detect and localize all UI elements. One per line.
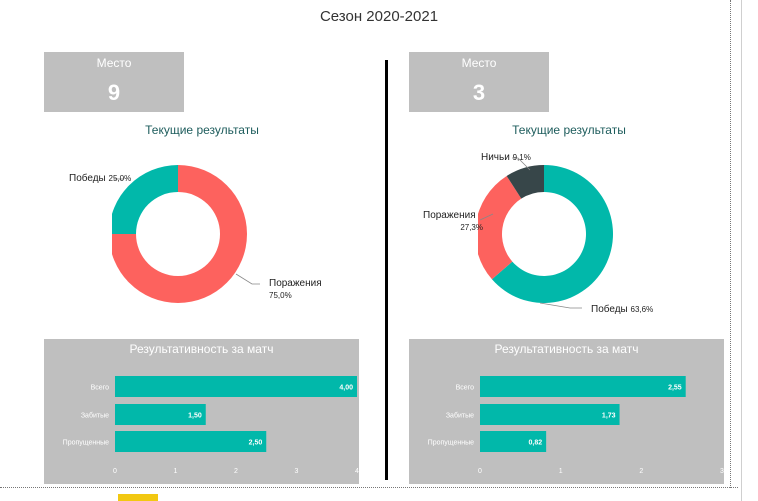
leader-line-right-2 bbox=[539, 302, 582, 309]
slice-name-losses-right: Поражения bbox=[423, 210, 476, 221]
bar-panel-left: Результативность за матч Всего 4,00 Забиты… bbox=[44, 339, 359, 484]
place-card-right: Место 3 bbox=[409, 52, 549, 112]
bar-category-left-1: Забитые bbox=[81, 412, 109, 420]
bar-left-1[interactable] bbox=[115, 404, 206, 425]
x-tick-left-3: 3 bbox=[295, 468, 299, 475]
donut-slice-right-2[interactable] bbox=[506, 165, 544, 199]
place-label-left: Место bbox=[96, 56, 132, 70]
place-value-right: 3 bbox=[472, 80, 486, 105]
x-tick-left-2: 2 bbox=[234, 468, 238, 475]
donut-title-right: Текущие результаты bbox=[512, 123, 626, 137]
donut-slice-left-0[interactable] bbox=[112, 165, 247, 303]
bar-right-1[interactable] bbox=[480, 404, 620, 425]
bar-right-2[interactable] bbox=[480, 431, 547, 452]
bar-category-left-0: Всего bbox=[91, 385, 109, 392]
bar-value-label-left-0: 4,00 bbox=[339, 385, 353, 392]
donut-slice-right-1[interactable] bbox=[478, 175, 522, 280]
donut-slice-left-1[interactable] bbox=[112, 165, 178, 234]
x-tick-left-4: 4 bbox=[355, 468, 359, 475]
place-label-right: Место bbox=[461, 56, 497, 70]
bar-value-label-right-1: 1,73 bbox=[602, 413, 616, 420]
slice-name-losses-left: Поражения bbox=[269, 278, 322, 289]
bar-category-right-2: Пропущенные bbox=[428, 440, 474, 447]
side-pane bbox=[738, 0, 758, 501]
bar-panel-right: Результативность за матч Всего 2,55 Забиты… bbox=[409, 339, 724, 484]
slice-pct-losses-left: 75,0% bbox=[269, 291, 292, 300]
slice-name-draws-right: Ничьи bbox=[481, 152, 510, 163]
bar-category-right-1: Забитые bbox=[446, 412, 474, 420]
right-panel: Место 3 Текущие результаты Ничьи 9,1% По… bbox=[409, 0, 749, 488]
place-card-left: Место 9 bbox=[44, 52, 184, 112]
page-tab-indicator[interactable] bbox=[118, 494, 158, 501]
donut-title-left: Текущие результаты bbox=[145, 123, 259, 137]
slice-name-wins-right: Победы bbox=[591, 304, 628, 315]
slice-pct-wins-right: 63,6% bbox=[630, 305, 654, 314]
slice-label-losses-left: Поражения 75,0% bbox=[269, 278, 322, 302]
slice-pct-losses-right: 27,3% bbox=[460, 223, 483, 232]
page-title: Сезон 2020-2021 bbox=[319, 8, 439, 25]
canvas-border-right bbox=[730, 0, 731, 488]
bar-chart-left: Всего 4,00 Забитые 1,50 Пропущенные 2,50 0 1 2 3 4 bbox=[63, 376, 359, 475]
donut-chart-left bbox=[112, 165, 260, 303]
bar-chart-right: Всего 2,55 Забитые 1,73 Пропущенные 0,82 0 1 2 3 bbox=[428, 376, 724, 475]
donut-slice-right-0[interactable] bbox=[491, 165, 613, 303]
slice-label-draws-right: Ничьи 9,1% bbox=[481, 152, 531, 164]
slice-label-losses-right: Поражения 27,3% bbox=[423, 210, 483, 234]
canvas-border-bottom bbox=[0, 487, 740, 488]
bar-value-label-left-2: 2,50 bbox=[249, 440, 263, 447]
bar-left-0[interactable] bbox=[115, 376, 357, 397]
leader-line-right-0 bbox=[512, 157, 531, 171]
panel-divider bbox=[385, 60, 388, 480]
bar-right-0[interactable] bbox=[480, 376, 686, 397]
slice-pct-draws-right: 9,1% bbox=[512, 153, 531, 162]
slice-label-wins-right: Победы 63,6% bbox=[591, 304, 653, 316]
x-tick-left-1: 1 bbox=[174, 468, 178, 475]
bar-left-2[interactable] bbox=[115, 431, 267, 452]
bar-category-left-2: Пропущенные bbox=[63, 440, 109, 447]
left-panel: Место 9 Текущие результаты Победы 25,0% … bbox=[44, 0, 384, 488]
bar-value-label-right-2: 0,82 bbox=[529, 440, 543, 447]
x-tick-right-3: 3 bbox=[720, 468, 724, 475]
leader-line-left-1 bbox=[235, 273, 260, 285]
slice-name-wins-left: Победы bbox=[69, 173, 106, 184]
bar-value-label-left-1: 1,50 bbox=[188, 413, 202, 420]
leader-line-right-1 bbox=[479, 213, 494, 221]
bar-title-left: Результативность за матч bbox=[129, 342, 274, 356]
x-tick-right-1: 1 bbox=[559, 468, 563, 475]
bar-category-right-0: Всего bbox=[456, 385, 474, 392]
place-value-left: 9 bbox=[107, 80, 121, 105]
x-tick-right-2: 2 bbox=[639, 468, 643, 475]
x-tick-right-0: 0 bbox=[478, 468, 482, 475]
bar-value-label-right-0: 2,55 bbox=[668, 385, 682, 392]
bar-title-right: Результативность за матч bbox=[494, 342, 639, 356]
slice-pct-wins-left: 25,0% bbox=[108, 174, 132, 183]
slice-label-wins-left: Победы 25,0% bbox=[69, 173, 131, 185]
x-tick-left-0: 0 bbox=[113, 468, 117, 475]
donut-chart-right bbox=[478, 157, 613, 309]
